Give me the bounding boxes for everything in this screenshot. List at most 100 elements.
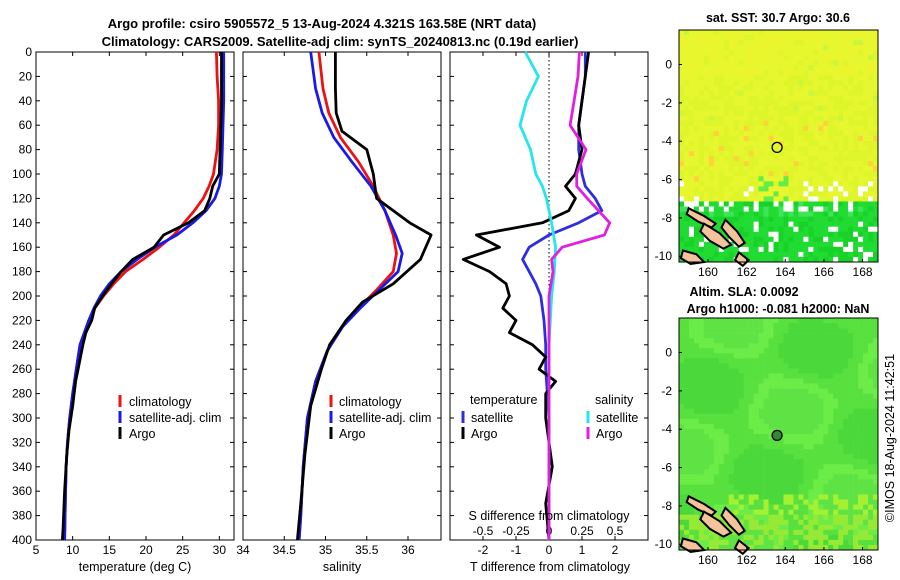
map-cell — [688, 231, 695, 238]
map-cell — [738, 171, 744, 177]
map-cell — [758, 434, 764, 440]
map-cell — [773, 70, 779, 76]
map-cell — [803, 50, 809, 56]
map-cell — [853, 186, 859, 192]
map-cell — [813, 186, 819, 192]
map-cell — [858, 125, 864, 132]
map-lon-label: 166 — [814, 553, 834, 567]
map-cell — [823, 519, 829, 526]
map-cell — [783, 514, 789, 521]
map-cell — [783, 90, 789, 96]
map-cell — [818, 343, 824, 349]
map-cell — [838, 201, 844, 207]
map-cell — [813, 211, 819, 217]
map-cell — [863, 454, 869, 460]
map-cell — [838, 449, 844, 455]
map-cell — [858, 236, 864, 243]
map-cell — [768, 499, 774, 505]
map-cell — [858, 378, 864, 384]
depth-tick-label: 400 — [12, 533, 32, 547]
map-cell — [708, 489, 715, 495]
map-cell — [718, 353, 725, 359]
map-cell — [743, 489, 749, 495]
map-lat-label: -4 — [661, 134, 672, 148]
difference-x-ticks: -2 -1 0 1 2 — [478, 52, 619, 557]
map-cell — [813, 130, 819, 137]
map-cell — [808, 514, 814, 521]
map-cell — [683, 323, 690, 329]
map-cell — [808, 201, 814, 207]
map-cell — [753, 484, 759, 490]
map-cell — [838, 186, 844, 192]
map-cell — [838, 206, 844, 212]
map-cell — [808, 246, 814, 253]
island-landmass — [699, 510, 733, 538]
map-cell — [868, 423, 874, 430]
map-cell — [858, 211, 864, 217]
map-cell — [868, 454, 874, 460]
map-cell — [763, 196, 769, 202]
map-cell — [853, 373, 859, 379]
map-cell — [679, 246, 685, 253]
map-cell — [798, 398, 804, 405]
map-cell — [763, 378, 769, 384]
map-cell — [813, 115, 819, 122]
map-cell — [808, 80, 814, 86]
map-cell — [743, 115, 749, 122]
map-cell — [853, 383, 859, 389]
map-cell — [783, 479, 789, 485]
map-cell — [868, 539, 874, 546]
map-cell — [679, 221, 685, 227]
map-cell — [838, 353, 844, 359]
map-cell — [828, 231, 834, 238]
map-cell — [813, 348, 819, 354]
map-cell — [858, 348, 864, 354]
map-cell — [773, 373, 779, 379]
map-cell — [858, 464, 864, 470]
map-cell — [838, 323, 844, 329]
map-cell — [833, 318, 839, 324]
map-cell — [733, 398, 739, 405]
map-cell — [863, 428, 869, 435]
x-tick-label: 2 — [612, 543, 619, 557]
map-cell — [838, 423, 844, 430]
map-cell — [723, 90, 730, 96]
map-cell — [848, 110, 854, 117]
map-cell — [818, 373, 824, 379]
map-cell — [683, 125, 690, 132]
map-cell — [773, 256, 779, 263]
map-cell — [683, 489, 690, 495]
map-cell — [693, 393, 700, 399]
map-cell — [703, 176, 710, 182]
map-cell — [863, 328, 869, 334]
map-cell — [798, 353, 804, 359]
map-cell — [778, 161, 784, 167]
map-cell — [868, 373, 874, 379]
map-cell — [748, 35, 754, 41]
map-cell — [813, 196, 819, 202]
map-cell — [708, 196, 715, 202]
map-cell — [823, 156, 829, 162]
map-cell — [768, 135, 774, 142]
salinity-lines — [296, 51, 433, 541]
map-cell — [778, 318, 784, 324]
map-cell — [773, 146, 779, 152]
map-cell — [823, 35, 829, 41]
map-cell — [853, 70, 859, 76]
map-cell — [708, 484, 715, 490]
map-cell — [688, 524, 695, 531]
map-cell — [833, 469, 839, 475]
map-cell — [838, 459, 844, 465]
map-cell — [828, 449, 834, 455]
map-cell — [788, 343, 794, 349]
map-cell — [753, 206, 759, 212]
map-cell — [758, 171, 764, 177]
map-cell — [788, 474, 794, 480]
map-cell — [798, 368, 804, 374]
map-cell — [818, 444, 824, 450]
map-cell — [868, 161, 874, 167]
map-cell — [843, 181, 849, 187]
map-cell — [843, 499, 849, 505]
map-cell — [738, 398, 744, 405]
map-cell — [863, 343, 869, 349]
